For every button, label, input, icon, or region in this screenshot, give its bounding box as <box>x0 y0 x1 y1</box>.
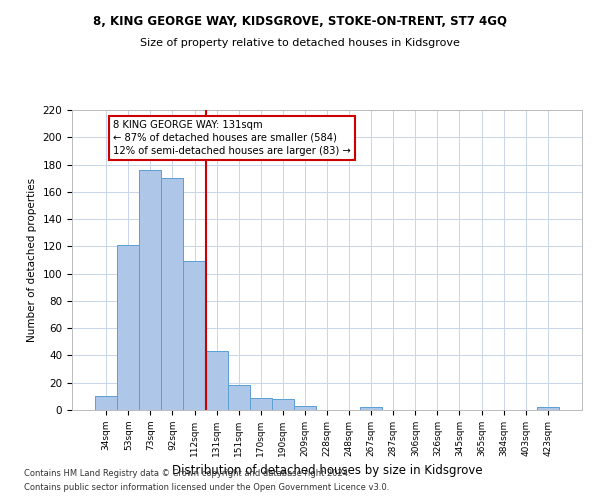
Bar <box>272 399 294 410</box>
Text: Size of property relative to detached houses in Kidsgrove: Size of property relative to detached ho… <box>140 38 460 48</box>
Bar <box>117 245 139 410</box>
Bar <box>206 352 227 410</box>
Y-axis label: Number of detached properties: Number of detached properties <box>27 178 37 342</box>
Bar <box>227 386 250 410</box>
Bar <box>139 170 161 410</box>
Text: Contains HM Land Registry data © Crown copyright and database right 2024.: Contains HM Land Registry data © Crown c… <box>24 468 350 477</box>
Text: 8, KING GEORGE WAY, KIDSGROVE, STOKE-ON-TRENT, ST7 4GQ: 8, KING GEORGE WAY, KIDSGROVE, STOKE-ON-… <box>93 15 507 28</box>
Bar <box>360 408 382 410</box>
Bar <box>250 398 272 410</box>
Text: 8 KING GEORGE WAY: 131sqm
← 87% of detached houses are smaller (584)
12% of semi: 8 KING GEORGE WAY: 131sqm ← 87% of detac… <box>113 120 350 156</box>
Bar <box>184 262 206 410</box>
Bar <box>537 408 559 410</box>
Bar <box>161 178 184 410</box>
Bar <box>95 396 117 410</box>
X-axis label: Distribution of detached houses by size in Kidsgrove: Distribution of detached houses by size … <box>172 464 482 477</box>
Bar <box>294 406 316 410</box>
Text: Contains public sector information licensed under the Open Government Licence v3: Contains public sector information licen… <box>24 484 389 492</box>
